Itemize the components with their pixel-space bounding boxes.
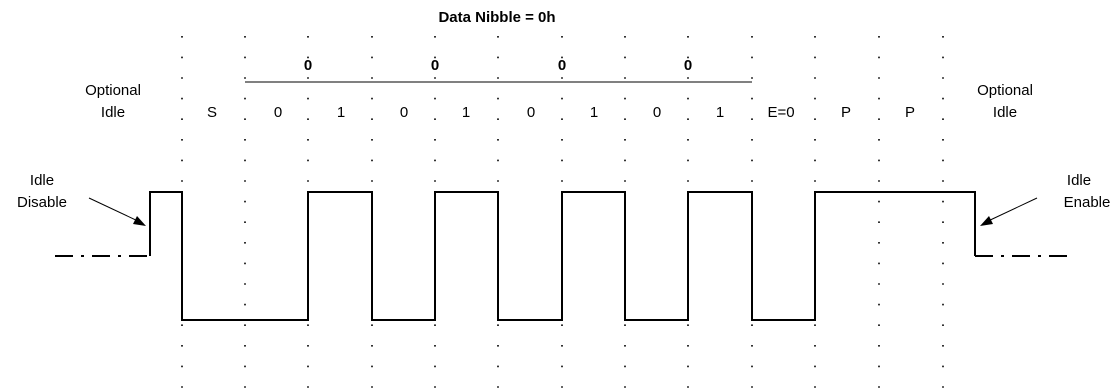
idle-enable-line1: Idle (1067, 172, 1091, 189)
slot-label: S (207, 104, 217, 121)
slot-label: E=0 (767, 104, 794, 121)
idle-disable-arrow (88, 197, 146, 226)
slot-label: 1 (590, 104, 598, 121)
optional-idle-left-line2: Idle (101, 104, 125, 121)
slot-label: P (841, 104, 851, 121)
slot-label: 0 (653, 104, 661, 121)
nibble-value: 0 (684, 57, 692, 74)
slot-label: P (905, 104, 915, 121)
slot-label: 0 (400, 104, 408, 121)
nibble-value: 0 (304, 57, 312, 74)
nibble-value: 0 (431, 57, 439, 74)
optional-idle-left-line1: Optional (85, 82, 141, 99)
idle-disable-line2: Disable (17, 194, 67, 211)
nibble-value: 0 (558, 57, 566, 74)
signal-waveform (149, 191, 976, 321)
slot-label: 0 (527, 104, 535, 121)
diagram-title: Data Nibble = 0h (438, 9, 555, 26)
optional-idle-right-line2: Idle (993, 104, 1017, 121)
optional-idle-right-line1: Optional (977, 82, 1033, 99)
slot-label: 0 (274, 104, 282, 121)
idle-disable-line1: Idle (30, 172, 54, 189)
slot-label: 1 (716, 104, 724, 121)
slot-label: 1 (337, 104, 345, 121)
idle-enable-line2: Enable (1064, 194, 1111, 211)
idle-enable-arrow (980, 197, 1038, 226)
slot-label: 1 (462, 104, 470, 121)
